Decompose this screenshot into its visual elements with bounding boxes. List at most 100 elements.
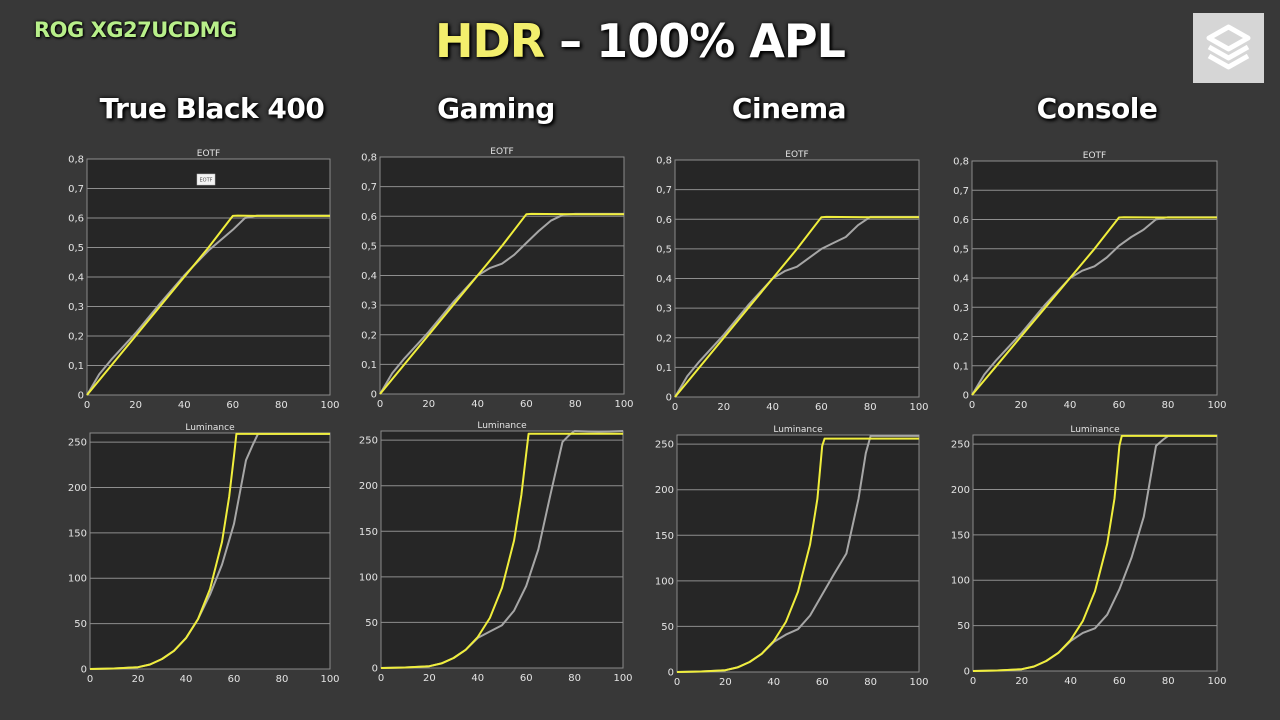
title-highlight: HDR [435,14,545,68]
x-tick-label: 40 [180,674,193,685]
x-tick-label: 60 [520,399,533,410]
y-tick-label: 0,8 [68,155,84,166]
x-tick-label: 20 [129,400,142,411]
column-title-true-black-400: True Black 400 [99,92,325,125]
y-tick-label: 0 [81,665,87,676]
page-title: HDR – 100% APL [0,14,1280,68]
x-tick-label: 60 [520,673,533,684]
y-tick-label: 50 [365,618,378,629]
x-tick-label: 40 [1064,676,1077,687]
x-tick-label: 20 [132,674,145,685]
x-tick-label: 40 [178,400,191,411]
x-tick-label: 20 [423,673,436,684]
y-tick-label: 0 [668,668,674,679]
brand-logo-icon [1193,13,1264,83]
y-tick-label: 200 [655,485,674,496]
y-tick-label: 0,3 [68,302,84,313]
title-rest: – 100% APL [544,14,846,68]
x-tick-label: 100 [909,402,928,413]
luminance-chart-gaming: 0 50 100 150 200 250 0 20 40 60 80 100 Luminance [359,421,633,684]
eotf-chart-gaming: 0 0,1 0,2 0,3 0,4 0,5 0,6 0,7 0,8 0 20 40 60 80 100 EOT… [361,147,633,410]
y-tick-label: 150 [951,530,970,541]
column-title-console: Console [1036,92,1158,125]
measured-curve [674,215,919,398]
x-tick-label: 80 [569,399,582,410]
reference-curve [379,212,624,395]
reference-curve [674,215,919,398]
x-tick-label: 60 [1113,400,1126,411]
luminance-chart-console: 0 50 100 150 200 250 0 20 40 60 80 100 Luminance [951,425,1227,687]
x-tick-label: 0 [87,674,93,685]
tooltip-box [196,173,216,186]
measured-curve [379,212,624,395]
x-tick-label: 20 [717,402,730,413]
y-tick-label: 50 [957,621,970,632]
y-tick-label: 0,5 [656,244,672,255]
y-tick-label: 0,5 [953,244,969,255]
x-tick-label: 60 [228,674,241,685]
luminance-chart-true-black-400: 0 50 100 150 200 250 0 20 40 60 80 100 Luminance [68,423,340,685]
x-tick-label: 100 [909,677,928,688]
x-tick-label: 0 [969,400,975,411]
y-tick-label: 0,1 [953,361,969,372]
y-tick-label: 200 [951,485,970,496]
reference-curve [676,437,919,673]
chart-title: Luminance [477,421,527,431]
tooltip-text: EOTF [199,178,212,184]
y-tick-label: 0,6 [953,215,969,226]
x-tick-label: 100 [1207,400,1226,411]
y-tick-label: 0 [372,664,378,675]
y-tick-label: 0,2 [953,332,969,343]
y-tick-label: 0,8 [656,156,672,167]
x-tick-label: 100 [320,400,339,411]
chart-title: EOTF [197,149,220,159]
y-tick-label: 0,2 [68,332,84,343]
y-tick-label: 0,6 [68,214,84,225]
chart-tooltip: EOTF [196,173,216,186]
y-tick-label: 0,8 [361,153,377,164]
stacked-layers-icon [1206,24,1251,70]
x-tick-label: 0 [378,673,384,684]
y-tick-label: 200 [359,481,378,492]
y-tick-label: 50 [74,619,87,630]
y-tick-label: 100 [68,574,87,585]
x-tick-label: 0 [84,400,90,411]
monitor-model-label: ROG XG27UCDMG [34,18,237,42]
reference-curve [86,214,330,396]
y-tick-label: 0,7 [361,182,377,193]
y-tick-label: 100 [951,576,970,587]
chart-title: Luminance [1070,425,1120,435]
x-tick-label: 60 [816,677,829,688]
x-tick-label: 100 [613,673,632,684]
x-tick-label: 20 [1015,676,1028,687]
x-tick-label: 0 [674,677,680,688]
y-tick-label: 0,3 [953,303,969,314]
y-tick-label: 250 [951,440,970,451]
y-tick-label: 250 [655,440,674,451]
reference-curve [89,432,330,670]
x-tick-label: 20 [719,677,732,688]
x-tick-label: 100 [320,674,339,685]
chart-title: EOTF [785,150,808,160]
x-tick-label: 40 [766,402,779,413]
y-tick-label: 0 [78,391,84,402]
x-tick-label: 80 [864,402,877,413]
y-tick-label: 150 [359,527,378,538]
x-tick-label: 40 [471,399,484,410]
x-tick-label: 60 [815,402,828,413]
y-tick-label: 0,3 [361,301,377,312]
y-tick-label: 200 [68,483,87,494]
plot-area [89,432,331,670]
column-title-gaming: Gaming [437,92,555,125]
x-tick-label: 80 [276,674,289,685]
chart-title: EOTF [1083,151,1106,161]
y-tick-label: 0 [371,390,377,401]
y-tick-label: 100 [655,576,674,587]
x-tick-label: 80 [1162,400,1175,411]
measured-curve [971,216,1217,396]
y-tick-label: 0,7 [68,184,84,195]
x-tick-label: 0 [377,399,383,410]
x-tick-label: 80 [275,400,288,411]
plot-area [972,434,1218,672]
plot-area [380,430,624,669]
